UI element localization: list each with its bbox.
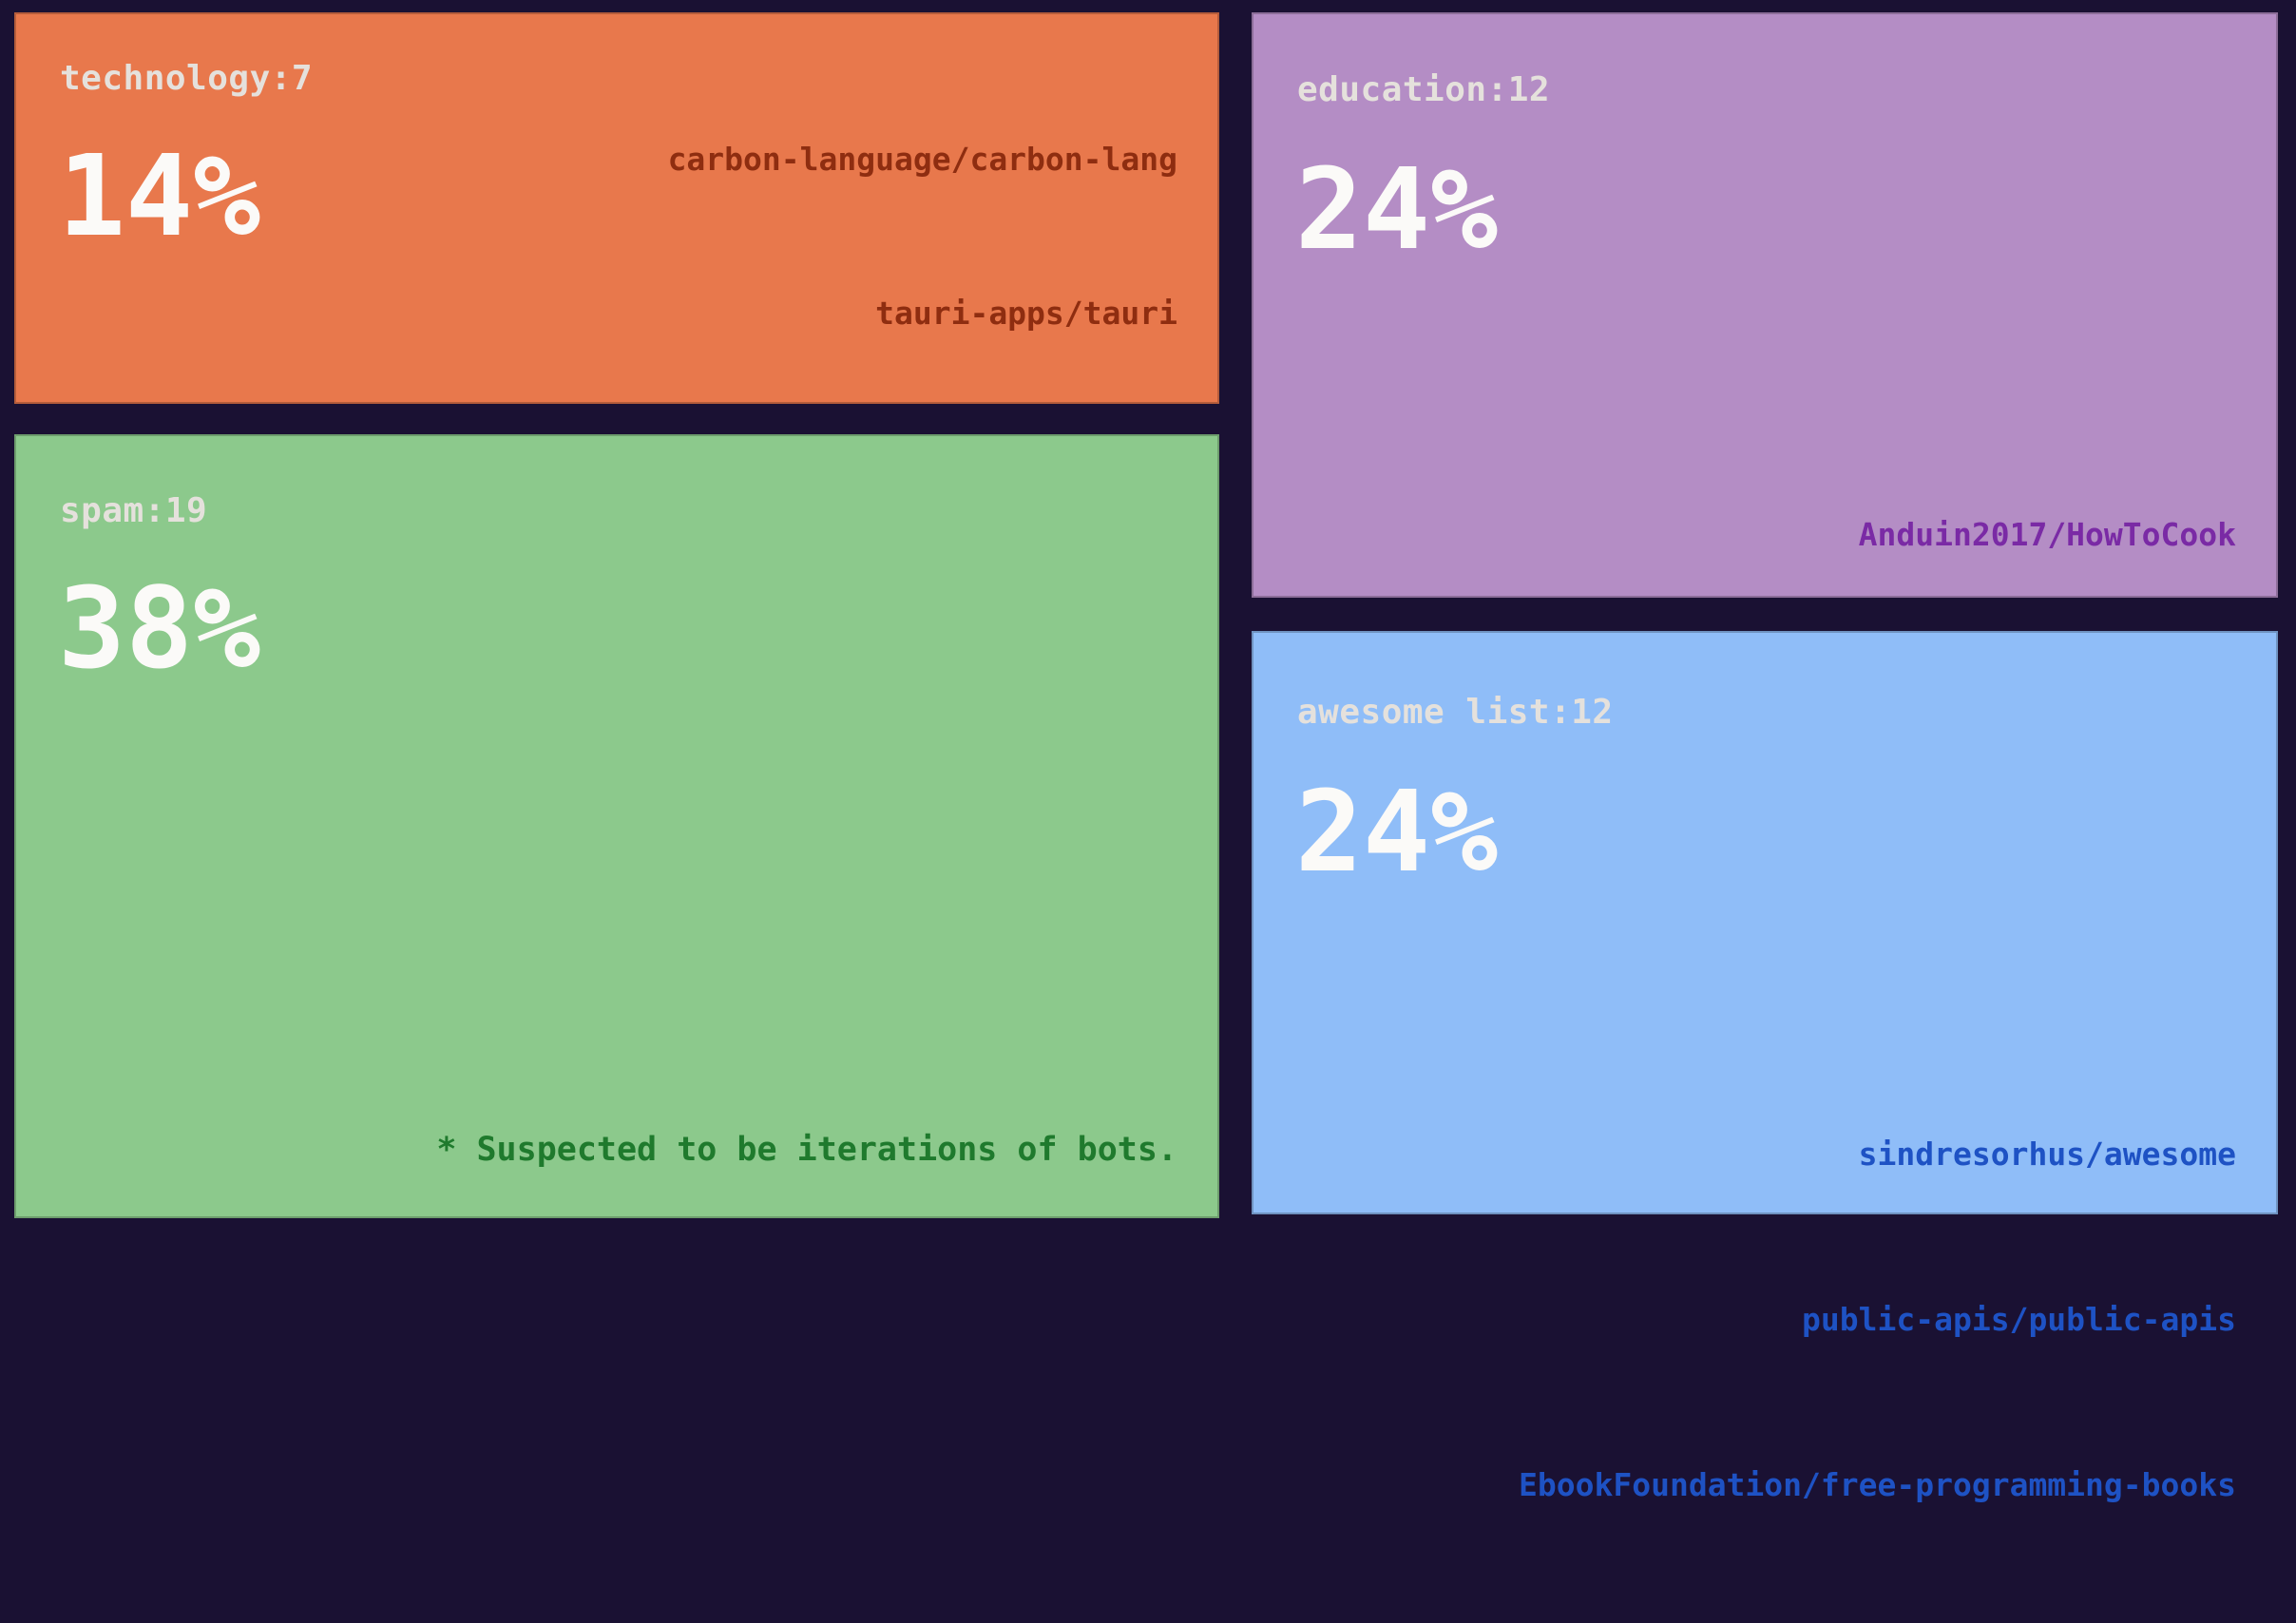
tile-percent-awesome-list: 24% (1295, 766, 1499, 897)
repo-item: tauri-apps/tauri (875, 295, 1177, 332)
treemap-tile-spam: spam:19 38% * Suspected to be iterations… (14, 434, 1219, 1218)
repo-item: carbon-language/carbon-lang (667, 141, 1177, 178)
tile-header-education: education:12 (1297, 70, 1551, 109)
repo-item: public-apis/public-apis (1802, 1301, 2236, 1338)
tile-percent-spam: 38% (58, 563, 261, 694)
tile-header-awesome-list: awesome list:12 (1297, 693, 1614, 732)
tile-header-spam: spam:19 (60, 491, 208, 530)
repo-item: sindresorhus/awesome (1858, 1136, 2236, 1173)
repo-list-awesome-list: sindresorhus/awesome public-apis/public-… (1519, 1017, 2236, 1623)
treemap-tile-awesome-list: awesome list:12 24% sindresorhus/awesome… (1252, 631, 2278, 1503)
repo-item: Anduin2017/HowToCook (1858, 516, 2236, 553)
tile-percent-technology: 14% (58, 130, 261, 261)
repo-item: EbookFoundation/free-programming-books (1519, 1466, 2236, 1503)
treemap-tile-technology: technology:7 14% carbon-language/carbon-… (14, 12, 1219, 1101)
treemap-tile-education: education:12 24% Anduin2017/HowToCook do… (1252, 12, 2278, 884)
spam-footnote: * Suspected to be iterations of bots. (436, 1131, 1177, 1169)
tile-percent-education: 24% (1295, 143, 1499, 275)
tile-header-technology: technology:7 (60, 59, 314, 98)
